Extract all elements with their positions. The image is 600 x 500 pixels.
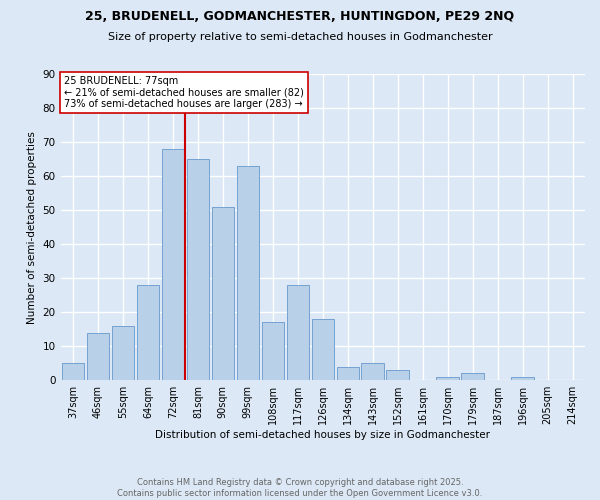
Bar [262, 322, 284, 380]
Bar [287, 285, 309, 380]
Bar [161, 149, 184, 380]
Text: Contains HM Land Registry data © Crown copyright and database right 2025.
Contai: Contains HM Land Registry data © Crown c… [118, 478, 482, 498]
Text: Size of property relative to semi-detached houses in Godmanchester: Size of property relative to semi-detach… [107, 32, 493, 42]
Bar [461, 374, 484, 380]
Text: 25 BRUDENELL: 77sqm
← 21% of semi-detached houses are smaller (82)
73% of semi-d: 25 BRUDENELL: 77sqm ← 21% of semi-detach… [64, 76, 304, 109]
Bar [187, 159, 209, 380]
Bar [361, 363, 384, 380]
Bar [337, 366, 359, 380]
Text: 25, BRUDENELL, GODMANCHESTER, HUNTINGDON, PE29 2NQ: 25, BRUDENELL, GODMANCHESTER, HUNTINGDON… [85, 10, 515, 23]
X-axis label: Distribution of semi-detached houses by size in Godmanchester: Distribution of semi-detached houses by … [155, 430, 490, 440]
Bar [87, 332, 109, 380]
Bar [212, 206, 234, 380]
Bar [436, 377, 459, 380]
Bar [62, 363, 84, 380]
Bar [236, 166, 259, 380]
Bar [386, 370, 409, 380]
Bar [137, 285, 159, 380]
Y-axis label: Number of semi-detached properties: Number of semi-detached properties [27, 130, 37, 324]
Bar [311, 319, 334, 380]
Bar [112, 326, 134, 380]
Bar [511, 377, 534, 380]
